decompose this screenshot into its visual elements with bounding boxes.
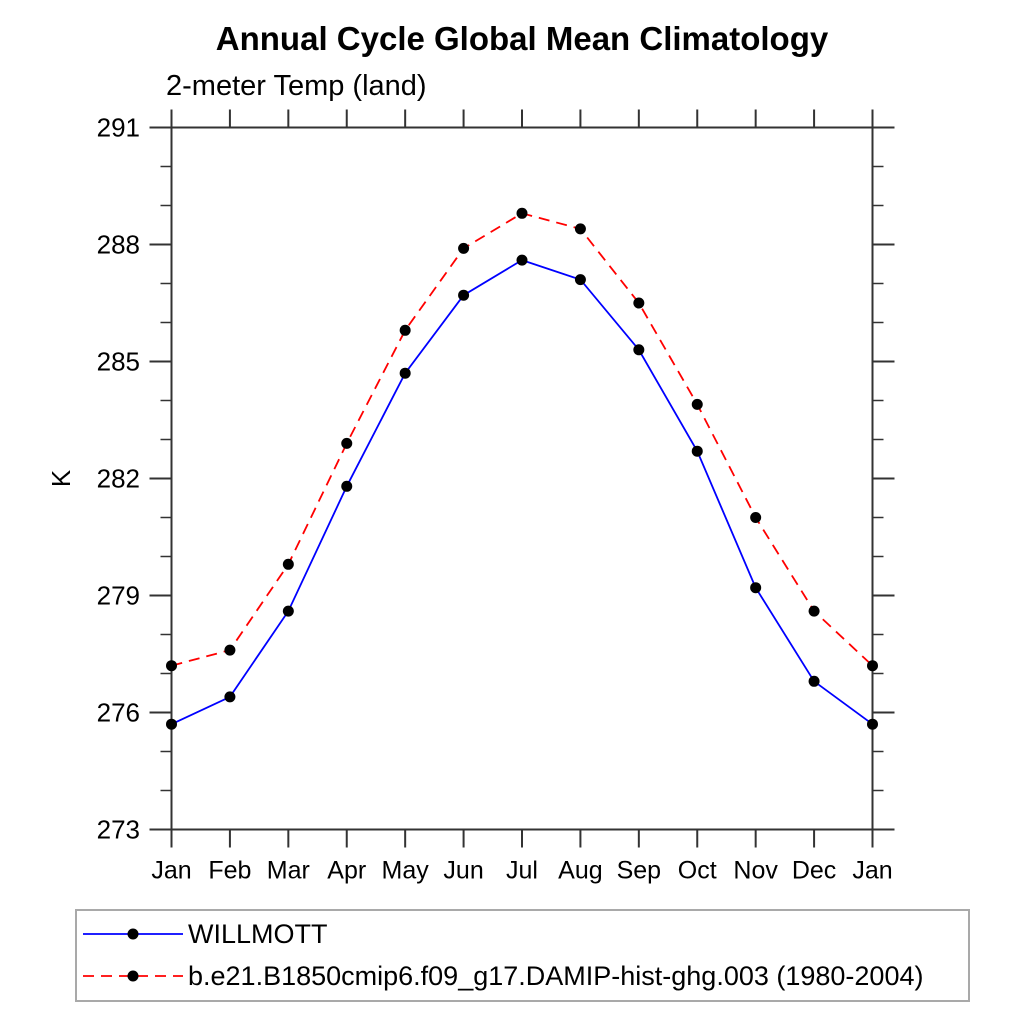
data-point-series-1 <box>399 324 411 336</box>
plot-frame <box>170 126 874 831</box>
data-point-series-1 <box>516 207 528 219</box>
data-point-series-1 <box>282 558 294 570</box>
y-tick-label: 279 <box>97 581 140 611</box>
x-tick-label: Jan <box>151 857 191 885</box>
plot-area: Jan Feb Mar Apr May Jun Jul Aug Sep Oct Nov Dec Jan 2… <box>46 109 895 885</box>
chart-subtitle: 2-meter Temp (land) <box>166 70 427 102</box>
chart-title: Annual Cycle Global Mean Climatology <box>215 20 829 57</box>
x-tick-label: May <box>382 857 430 885</box>
y-axis-title: K <box>46 469 76 487</box>
x-tick-label: Dec <box>792 857 836 885</box>
x-tick-label: Jul <box>506 857 538 885</box>
data-point-series-1 <box>750 512 762 523</box>
data-point-series-1 <box>691 398 703 410</box>
x-tick-label: Oct <box>678 857 717 885</box>
legend-marker-dot <box>127 928 139 940</box>
legend-item-model: b.e21.B1850cmip6.f09_g17.DAMIP-hist-ghg.… <box>77 955 968 997</box>
data-point-series-0 <box>341 480 353 492</box>
data-point-series-1 <box>458 242 470 254</box>
x-tick-label: Feb <box>208 857 251 885</box>
data-point-series-1 <box>867 660 878 672</box>
data-point-series-0 <box>399 367 411 379</box>
x-tick-label: Nov <box>733 857 778 885</box>
plot-line-series-0 <box>171 259 874 726</box>
data-point-series-1 <box>224 644 236 656</box>
data-point-series-0 <box>516 254 528 266</box>
data-point-series-0 <box>166 718 177 730</box>
data-point-series-0 <box>867 718 878 730</box>
data-point-series-1 <box>574 223 586 235</box>
x-tick-label: Apr <box>327 857 366 885</box>
data-point-series-0 <box>458 289 470 301</box>
data-point-series-0 <box>750 582 762 594</box>
legend-label-willmott: WILLMOTT <box>188 918 328 949</box>
y-tick-label: 291 <box>97 113 140 143</box>
data-point-series-0 <box>691 445 703 457</box>
legend-line-sample-solid <box>83 928 183 940</box>
data-point-series-0 <box>633 344 645 356</box>
data-point-series-1 <box>166 660 177 672</box>
x-tick-label: Sep <box>617 857 661 885</box>
legend-label-model: b.e21.B1850cmip6.f09_g17.DAMIP-hist-ghg.… <box>188 960 924 991</box>
legend-marker-dot <box>127 970 139 982</box>
y-tick-label: 276 <box>97 698 140 728</box>
legend-item-willmott: WILLMOTT <box>77 913 968 955</box>
data-point-series-1 <box>341 437 353 449</box>
x-tick-label: Mar <box>267 857 310 885</box>
x-tick-label: Jun <box>443 857 483 885</box>
data-point-series-0 <box>282 605 294 617</box>
data-point-series-0 <box>224 691 236 703</box>
legend: WILLMOTT b.e21.B1850cmip6.f09_g17.DAMIP-… <box>75 909 970 1002</box>
legend-line-sample-dashed <box>83 970 183 982</box>
data-point-series-1 <box>633 297 645 309</box>
y-tick-label: 273 <box>97 815 140 845</box>
data-point-series-1 <box>808 605 820 617</box>
data-point-series-0 <box>574 274 586 286</box>
data-point-series-0 <box>808 675 820 687</box>
y-tick-label: 288 <box>97 230 140 260</box>
x-tick-label: Aug <box>558 857 602 885</box>
x-tick-label: Jan <box>852 857 892 885</box>
plot-line-series-1 <box>171 212 874 667</box>
y-tick-label: 285 <box>97 347 140 377</box>
y-tick-label: 282 <box>97 464 140 494</box>
